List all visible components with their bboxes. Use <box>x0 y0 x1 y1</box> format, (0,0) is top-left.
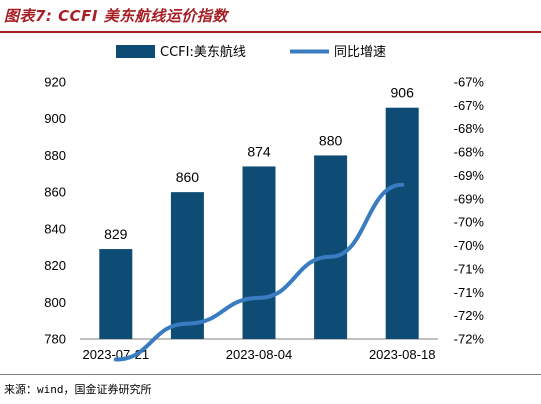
y-right-tick-label: -70% <box>454 215 485 230</box>
legend-label-bar: CCFI:美东航线 <box>160 44 246 60</box>
y-right-tick-label: -67% <box>454 98 485 113</box>
x-tick-label: 2023-08-18 <box>369 347 436 362</box>
y-left-tick-label: 820 <box>44 258 66 273</box>
y-right-tick-label: -69% <box>454 191 485 206</box>
y-right-tick-label: -69% <box>454 168 485 183</box>
bar <box>242 166 276 339</box>
bar-value-label: 860 <box>176 169 200 185</box>
y-left-tick-label: 780 <box>44 332 66 347</box>
bar <box>99 249 133 339</box>
y-right-tick-label: -68% <box>454 145 485 160</box>
y-right-tick-label: -72% <box>454 308 485 323</box>
y-right-tick-label: -70% <box>454 238 485 253</box>
title-bar: 图表7: CCFI 美东航线运价指数 <box>0 0 541 33</box>
legend-label-line: 同比增速 <box>334 45 386 60</box>
chart-title: 图表7: CCFI 美东航线运价指数 <box>4 7 228 25</box>
y-right-tick-label: -72% <box>454 332 485 347</box>
bar <box>314 155 348 339</box>
source-bar: 来源：wind，国金证券研究所 <box>0 374 541 404</box>
legend: CCFI:美东航线 同比增速 <box>116 44 386 60</box>
y-right-tick-label: -68% <box>454 121 485 136</box>
axes: 780 800 820 840 860 880 900 920 -72% -72% -71% -71%… <box>44 75 484 363</box>
chart: CCFI:美东航线 同比增速 780 800 820 840 860 880 900 920 -7… <box>44 44 484 363</box>
y-left-tick-label: 800 <box>44 295 66 310</box>
bar-value-label: 880 <box>319 132 343 148</box>
bar <box>170 192 204 339</box>
y-left-tick-label: 880 <box>44 148 66 163</box>
y-right-tick-label: -71% <box>454 285 485 300</box>
y-left-tick-label: 900 <box>44 111 66 126</box>
bar <box>385 107 419 339</box>
bar-value-label: 829 <box>104 226 128 242</box>
growth-line-layer <box>113 182 405 362</box>
y-left-tick-label: 920 <box>44 75 66 90</box>
bar-value-label: 874 <box>247 143 271 159</box>
legend-swatch-bar <box>116 45 155 58</box>
y-left-tick-label: 860 <box>44 185 66 200</box>
y-left-tick-label: 840 <box>44 221 66 236</box>
y-right-tick-label: -67% <box>454 75 485 90</box>
source-note: 来源：wind，国金证券研究所 <box>4 383 152 396</box>
growth-rate-line <box>113 182 405 362</box>
y-right-tick-label: -71% <box>454 261 485 276</box>
data-labels: 829 860 874 880 906 <box>104 85 414 242</box>
x-tick-label: 2023-08-04 <box>226 347 293 362</box>
bar-value-label: 906 <box>391 85 415 101</box>
bars <box>99 107 419 339</box>
